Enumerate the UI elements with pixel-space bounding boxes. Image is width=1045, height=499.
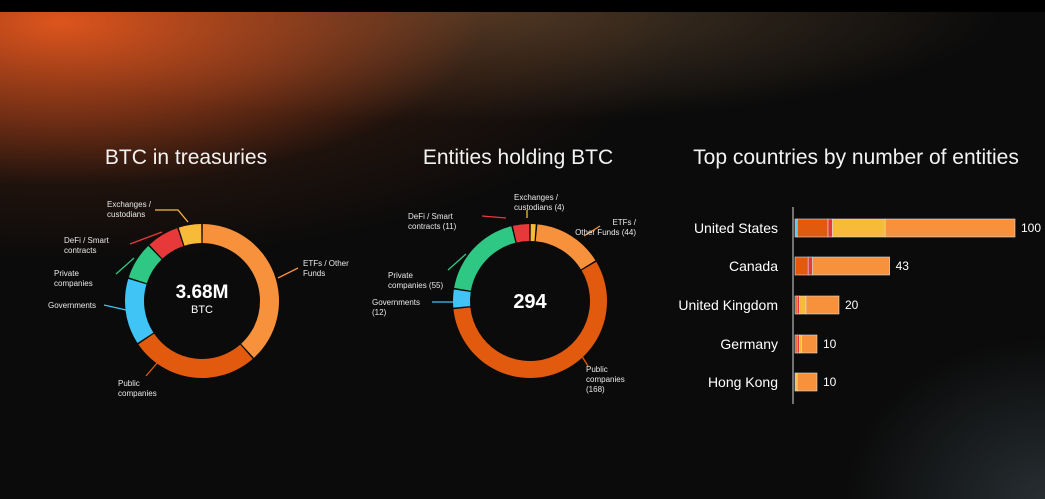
bar-total-label: 10	[823, 337, 837, 351]
bar-segment-public	[794, 334, 798, 354]
treasuries-label-private: Private companies	[54, 269, 93, 288]
treasuries-slice-public	[138, 333, 253, 378]
treasuries-leader-defi	[129, 231, 163, 245]
bar-segment-defi	[807, 256, 813, 276]
bar-segment-defi	[827, 218, 833, 238]
treasuries-leader-etfs	[277, 267, 299, 279]
treasuries-center-value: 3.68M	[176, 282, 229, 303]
bar-segment-exchanges	[799, 295, 807, 315]
entities-slice-exchanges	[530, 224, 536, 242]
bar-total-label: 43	[896, 259, 910, 273]
treasuries-slice-private	[128, 245, 162, 284]
treasuries-donut	[124, 224, 279, 378]
entities-label-private: Private companies (55)	[388, 271, 443, 290]
treasuries-label-defi: DeFi / Smart contracts	[64, 236, 110, 255]
bar-segment-public	[794, 256, 809, 276]
treasuries-title: BTC in treasuries	[104, 146, 268, 169]
bar-segment-exchanges	[799, 334, 802, 354]
entities-leader-etfs	[583, 225, 601, 237]
entities-slice-private	[454, 226, 516, 291]
treasuries-leader-governments	[103, 304, 127, 311]
bar-category-label: Hong Kong	[708, 374, 778, 390]
bar-segment-exchanges	[794, 372, 798, 392]
treasuries-labels: ETFs / Other Funds Public companies Governme…	[48, 200, 349, 398]
entities-center-value: 294	[513, 291, 547, 313]
treasuries-slice-defi	[149, 228, 184, 259]
entities-label-etfs: ETFs / Other Funds (44)	[575, 218, 637, 237]
treasuries-leader-exchanges	[155, 209, 189, 223]
bar-total-label: 100	[1021, 221, 1041, 235]
entities-title: Entities holding BTC	[422, 146, 614, 169]
bar-segment-etfs	[884, 218, 1016, 238]
entities-label-public: Public companies (168)	[586, 365, 625, 394]
treasuries-label-etfs: ETFs / Other Funds	[303, 259, 349, 278]
bar-category-label: Germany	[720, 336, 778, 352]
bar-segment-etfs	[796, 372, 818, 392]
bar-segment-etfs	[812, 256, 890, 276]
entities-label-defi: DeFi / Smart contracts (11)	[408, 212, 457, 231]
entities-slice-defi	[512, 224, 530, 243]
bar-segment-public	[796, 218, 829, 238]
countries-title: Top countries by number of entities	[693, 146, 1019, 169]
countries-bars: United States 100 Canada 43 United Kingdom 20…	[678, 218, 1041, 392]
bar-segment-defi	[796, 334, 800, 354]
entities-leader-public	[577, 349, 589, 367]
entities-slice-public	[453, 261, 607, 378]
treasuries-center-unit: BTC	[191, 304, 213, 316]
bar-segment-etfs	[805, 295, 840, 315]
bar-category-label: United States	[694, 220, 778, 236]
entities-slice-etfs	[535, 224, 596, 270]
bar-total-label: 20	[845, 298, 859, 312]
entities-label-exchanges: Exchanges / custodians (4)	[514, 193, 565, 212]
bar-segment-public	[794, 295, 798, 315]
treasuries-leader-private	[115, 257, 135, 275]
top-bar	[0, 0, 1045, 12]
treasuries-leader-public	[145, 361, 159, 377]
entities-slice-governments	[452, 289, 471, 308]
treasuries-label-public: Public companies	[118, 379, 157, 398]
entities-donut	[452, 224, 607, 378]
treasuries-label-exchanges: Exchanges / custodians	[107, 200, 152, 219]
entities-label-governments: Governments (12)	[372, 298, 420, 317]
bar-segment-exchanges	[832, 218, 886, 238]
entities-leader-defi	[481, 215, 507, 219]
bar-segment-etfs	[801, 334, 818, 354]
bar-category-label: Canada	[729, 258, 778, 274]
bar-category-label: United Kingdom	[678, 297, 778, 313]
bar-segment-defi	[796, 295, 800, 315]
bar-segment-governments	[794, 218, 798, 238]
bar-total-label: 10	[823, 375, 837, 389]
treasuries-slice-exchanges	[178, 224, 202, 246]
treasuries-slice-etfs	[202, 224, 279, 358]
entities-leader-private	[447, 253, 467, 271]
treasuries-label-governments: Governments	[48, 301, 96, 310]
background-glow	[0, 12, 1045, 499]
treasuries-slice-governments	[124, 278, 154, 343]
entities-labels: Exchanges / custodians (4) ETFs / Other Fun…	[372, 193, 637, 394]
